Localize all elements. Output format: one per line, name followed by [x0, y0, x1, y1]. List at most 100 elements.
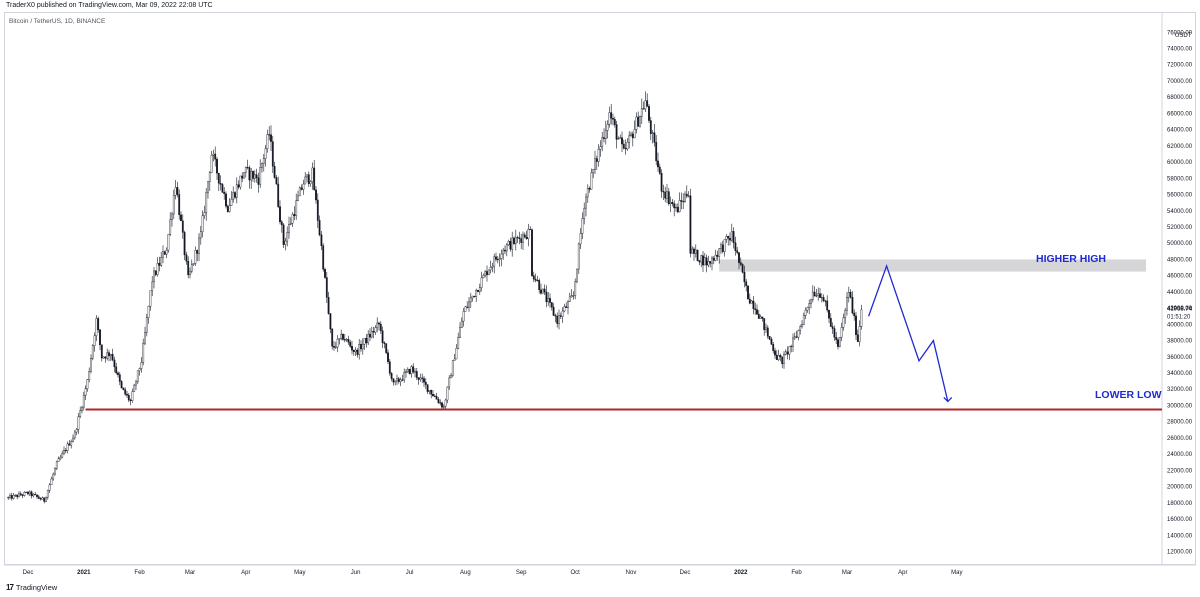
- candle-body: [280, 221, 283, 226]
- candle-body: [824, 300, 827, 302]
- candle-body: [549, 298, 551, 303]
- candle-body: [460, 320, 463, 328]
- candle-body: [804, 309, 807, 316]
- candle-body: [149, 290, 152, 307]
- candle-body: [408, 369, 411, 375]
- y-tick-label: 48000.00: [1167, 257, 1193, 263]
- y-tick-label: 68000.00: [1167, 95, 1193, 101]
- candle-body: [199, 231, 202, 239]
- candle-body: [738, 252, 740, 263]
- candle-body: [763, 318, 766, 330]
- candle-body: [349, 342, 352, 347]
- candle-body: [187, 261, 190, 276]
- x-tick-label: Dec: [680, 570, 691, 576]
- candle-body: [808, 303, 811, 308]
- candle-body: [675, 206, 677, 209]
- candle-body: [777, 355, 780, 360]
- y-tick-label-partial: 76000.00: [1167, 30, 1193, 36]
- y-tick-label: 34000.00: [1167, 371, 1193, 377]
- candle-body: [442, 406, 445, 408]
- candle-body: [756, 309, 758, 315]
- candle-body: [453, 358, 456, 361]
- candle-body: [39, 498, 42, 500]
- candle-body: [372, 331, 375, 333]
- candle-body: [709, 261, 712, 264]
- candle-body: [12, 495, 15, 499]
- projection-path[interactable]: [867, 263, 949, 402]
- candle-body: [703, 257, 706, 266]
- candle-body: [145, 317, 148, 333]
- y-tick-label: 72000.00: [1167, 63, 1193, 69]
- candle-body: [604, 130, 607, 139]
- candle-body: [556, 315, 559, 324]
- candle-body: [183, 232, 186, 256]
- candle-body: [608, 112, 611, 125]
- candle-body: [630, 133, 632, 136]
- candle-body: [633, 129, 636, 139]
- candle-body: [72, 437, 74, 442]
- candle-body: [424, 381, 427, 385]
- candle-body: [61, 453, 64, 458]
- candle-body: [817, 293, 820, 296]
- candle-body: [55, 461, 58, 469]
- candle-body: [86, 379, 89, 389]
- candle-body: [860, 309, 863, 327]
- candle-body: [581, 218, 584, 234]
- candle-body: [138, 368, 141, 371]
- candle-body: [774, 350, 776, 356]
- candle-body: [156, 262, 159, 275]
- y-tick-label: 24000.00: [1167, 452, 1193, 458]
- candle-body: [84, 388, 87, 396]
- y-tick-label: 44000.00: [1167, 290, 1193, 296]
- candle-body: [750, 300, 753, 304]
- candle-body: [214, 153, 217, 160]
- candle-body: [495, 256, 497, 260]
- candle-body: [318, 220, 321, 236]
- candle-body: [599, 146, 602, 150]
- candle-body: [43, 497, 46, 502]
- candle-body: [390, 372, 393, 379]
- candle-body: [543, 288, 546, 293]
- candle-body: [235, 184, 238, 198]
- candle-body: [685, 193, 688, 197]
- y-tick-label: 36000.00: [1167, 355, 1193, 361]
- y-tick-label: 14000.00: [1167, 533, 1193, 539]
- candle-body: [52, 473, 55, 480]
- candle-body: [329, 313, 332, 330]
- candle-body: [340, 334, 343, 339]
- candle-body: [480, 277, 483, 288]
- candle-body: [765, 327, 767, 330]
- candle-body: [392, 378, 395, 383]
- candle-body: [252, 171, 254, 179]
- candle-body: [90, 358, 92, 372]
- candle-body: [178, 194, 181, 216]
- candle-body: [509, 241, 512, 250]
- candle-body: [487, 269, 490, 276]
- candle-body: [545, 291, 548, 303]
- candle-body: [385, 343, 388, 353]
- candle-body: [505, 244, 508, 252]
- candle-body: [25, 491, 28, 493]
- resistance-zone[interactable]: [719, 259, 1146, 272]
- candle-body: [568, 296, 571, 302]
- candle-body: [331, 328, 334, 347]
- candle-body: [14, 494, 17, 496]
- candle-body: [257, 177, 260, 185]
- candle-body: [358, 344, 361, 355]
- candle-body: [259, 167, 262, 185]
- candle-body: [120, 381, 123, 389]
- brand-name: TradingView: [15, 583, 58, 592]
- candle-body: [304, 176, 307, 185]
- candle-body: [558, 315, 560, 324]
- candle-body: [207, 181, 209, 193]
- candle-body: [273, 165, 276, 178]
- candle-body: [45, 497, 47, 502]
- candle-body: [559, 315, 562, 317]
- candle-body: [631, 133, 634, 139]
- candle-body: [279, 206, 281, 223]
- candle-body: [306, 174, 308, 178]
- candle-body: [97, 318, 100, 330]
- candle-body: [689, 195, 692, 254]
- candle-body: [253, 174, 256, 179]
